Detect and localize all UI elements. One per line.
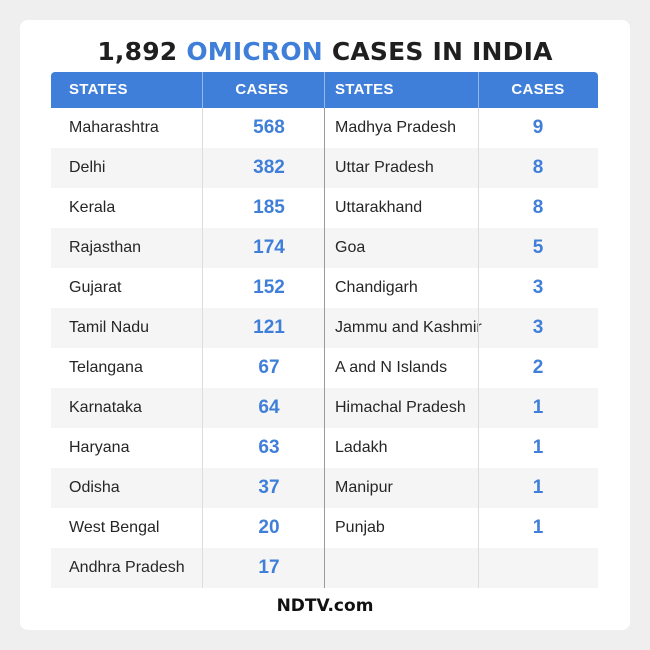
state-name-cell: A and N Islands [335, 359, 448, 376]
cases-table: STATES CASES STATES CASES Maharashtra 568… [51, 72, 598, 588]
table-row: West Bengal 20 Punjab 1 [51, 508, 598, 548]
title-highlight: OMICRON [186, 37, 323, 66]
state-name-cell: Rajasthan [69, 239, 142, 256]
state-name-cell: Himachal Pradesh [335, 399, 466, 416]
header-states-left: STATES [69, 81, 128, 98]
case-count-cell: 1 [532, 397, 544, 418]
infographic-card: 1,892 OMICRON CASES IN INDIA STATES CASE… [20, 20, 630, 630]
title-number: 1,892 [97, 37, 178, 66]
header-divider [324, 72, 325, 108]
state-name-cell: Gujarat [69, 279, 122, 296]
page-title: 1,892 OMICRON CASES IN INDIA [20, 37, 630, 66]
state-name-cell: Jammu and Kashmir [335, 319, 482, 336]
source-logo: NDTV.com [276, 596, 374, 616]
state-name-cell: Punjab [335, 519, 385, 536]
state-name-cell: Uttarakhand [335, 199, 423, 216]
case-count-cell: 63 [258, 437, 280, 458]
case-count-cell: 5 [532, 237, 544, 258]
state-name-cell: Haryana [69, 439, 130, 456]
case-count-cell: 20 [258, 517, 280, 538]
table-row: Haryana 63 Ladakh 1 [51, 428, 598, 468]
state-name-cell: West Bengal [69, 519, 160, 536]
case-count-cell: 17 [258, 557, 280, 578]
case-count-cell: 382 [253, 157, 285, 178]
column-divider [202, 108, 203, 588]
case-count-cell: 8 [532, 197, 544, 218]
table-row: Gujarat 152 Chandigarh 3 [51, 268, 598, 308]
case-count-cell: 152 [253, 277, 285, 298]
header-divider [478, 72, 479, 108]
state-name-cell: Maharashtra [69, 119, 159, 136]
header-cases-right: CASES [511, 81, 565, 98]
case-count-cell: 121 [253, 317, 285, 338]
state-name-cell: Tamil Nadu [69, 319, 150, 336]
state-name-cell: Kerala [69, 199, 116, 216]
state-name-cell: Karnataka [69, 399, 142, 416]
title-rest: CASES IN INDIA [331, 37, 553, 66]
case-count-cell: 2 [532, 357, 544, 378]
state-name-cell: Manipur [335, 479, 393, 496]
case-count-cell: 67 [258, 357, 280, 378]
header-states-right: STATES [335, 81, 394, 98]
column-divider [324, 108, 325, 588]
header-divider [202, 72, 203, 108]
state-name-cell: Delhi [69, 159, 106, 176]
state-name-cell: Madhya Pradesh [335, 119, 456, 136]
state-name-cell: Odisha [69, 479, 120, 496]
case-count-cell: 1 [532, 437, 544, 458]
case-count-cell: 3 [532, 317, 544, 338]
case-count-cell: 37 [258, 477, 280, 498]
state-name-cell: Ladakh [335, 439, 388, 456]
state-name-cell: Telangana [69, 359, 143, 376]
case-count-cell: 1 [532, 477, 544, 498]
column-divider [478, 108, 479, 588]
table-row: Delhi 382 Uttar Pradesh 8 [51, 148, 598, 188]
state-name-cell: Uttar Pradesh [335, 159, 434, 176]
case-count-cell: 9 [532, 117, 544, 138]
state-name-cell: Andhra Pradesh [69, 559, 185, 576]
state-name-cell: Goa [335, 239, 366, 256]
case-count-cell: 64 [258, 397, 280, 418]
table-row: Telangana 67 A and N Islands 2 [51, 348, 598, 388]
case-count-cell: 8 [532, 157, 544, 178]
header-cases-left: CASES [235, 81, 289, 98]
case-count-cell: 568 [253, 117, 285, 138]
case-count-cell: 185 [253, 197, 285, 218]
table-row: Maharashtra 568 Madhya Pradesh 9 [51, 108, 598, 148]
case-count-cell: 174 [253, 237, 285, 258]
case-count-cell: 1 [532, 517, 544, 538]
table-row: Kerala 185 Uttarakhand 8 [51, 188, 598, 228]
table-header: STATES CASES STATES CASES [51, 72, 598, 108]
state-name-cell: Chandigarh [335, 279, 418, 296]
case-count-cell: 3 [532, 277, 544, 298]
